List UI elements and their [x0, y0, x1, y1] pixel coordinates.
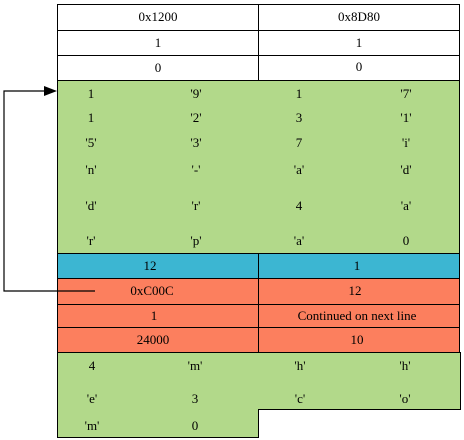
address-right-label: 0x8D80: [338, 9, 380, 24]
blue-cell-right: [258, 253, 460, 279]
green-block-cell-r1-c1: 1: [87, 86, 95, 101]
count-cell-left: [57, 30, 259, 56]
green-block-cell-r3-c1: '5': [85, 135, 97, 150]
orange-address-right-label: 12: [348, 283, 362, 298]
green-block-cell-r1-c3: 1: [295, 86, 303, 101]
count-left-label: 1: [154, 35, 162, 50]
green-block-cell-r6-c4: 0: [402, 233, 410, 248]
address-cell-right: [258, 4, 460, 31]
green-block-2-cell-r1-c3: 'h': [294, 358, 306, 373]
green-block-2-cell-r2-c2: 3: [191, 391, 199, 406]
green-block-cell-r5-c1: 'd': [85, 198, 97, 213]
address-left-label: 0x1200: [138, 9, 178, 24]
blue-right-label: 1: [353, 258, 361, 273]
green-block-cell-r6-c1: 'r': [86, 233, 96, 248]
green-block-2-cell-r1-c2: 'm': [187, 358, 203, 373]
zero-left-label: 0: [154, 60, 162, 75]
green-block-2-cell-r3-c2: 0: [191, 418, 199, 433]
green-block-cell-r4-c2: '-': [191, 162, 201, 177]
count-right-label: 1: [355, 35, 363, 50]
green-block-cell-r2-c4: '1': [400, 110, 412, 125]
orange-continued-left-label: 1: [150, 308, 158, 323]
green-block-2-cell-r3-c1: 'm': [84, 418, 100, 433]
green-block-2-cell-r2-c4: 'o': [399, 391, 411, 406]
green-block-cell-r2-c2: '2': [190, 110, 202, 125]
green-block-2-cell-r1-c1: 4: [88, 358, 96, 373]
orange-size-left: [57, 327, 259, 353]
green-block-cell-r3-c2: '3': [190, 135, 202, 150]
orange-size-right: [258, 327, 460, 353]
green-block-2-cell-r2-c1: 'e': [86, 391, 98, 406]
orange-address-left-label: 0xC00C: [130, 283, 174, 298]
arrow-head-icon: [44, 86, 57, 96]
green-block-cell-r5-c3: 4: [295, 198, 303, 213]
orange-continued-right: [258, 304, 460, 328]
orange-continued-left: [57, 304, 259, 328]
green-block-cell-r3-c4: 'i': [401, 135, 411, 150]
orange-continued-right-label: Continued on next line: [297, 308, 417, 323]
green-block-2-cell-r2-c3: 'c': [294, 391, 306, 406]
green-block-cell-r2-c3: 3: [295, 110, 303, 125]
green-data-block: [57, 80, 460, 254]
green-block-cell-r2-c1: 1: [87, 110, 95, 125]
green-block-cell-r5-c2: 'r': [191, 198, 201, 213]
green-block-cell-r4-c1: 'n': [85, 162, 97, 177]
blue-left-label: 12: [143, 258, 157, 273]
green-block-cell-r6-c2: 'p': [190, 233, 202, 248]
green-block-cell-r4-c3: 'a': [293, 162, 305, 177]
green-block-cell-r6-c3: 'a': [293, 233, 305, 248]
green-block-cell-r3-c3: 7: [295, 135, 303, 150]
green-block-2-cell-r1-c4: 'h': [399, 358, 411, 373]
orange-size-right-label: 10: [350, 332, 364, 347]
green-block-cell-r4-c4: 'd': [400, 162, 412, 177]
green-block-cell-r1-c2: '9': [190, 86, 202, 101]
green-block-cell-r5-c4: 'a': [400, 198, 412, 213]
zero-right-label: 0: [355, 59, 363, 74]
orange-size-left-label: 24000: [136, 332, 170, 347]
green-block-cell-r1-c4: '7': [400, 86, 412, 101]
orange-address-right: [258, 278, 460, 305]
